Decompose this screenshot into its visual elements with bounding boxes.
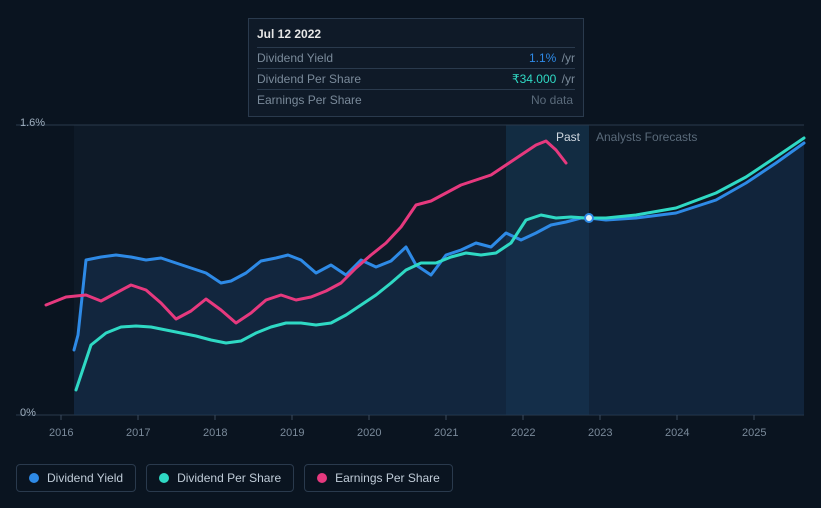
legend-label: Dividend Per Share [177, 471, 281, 485]
region-label-forecast: Analysts Forecasts [596, 130, 697, 144]
x-axis-label: 2024 [665, 427, 689, 439]
tooltip-label: Dividend Yield [257, 51, 333, 65]
legend-label: Dividend Yield [47, 471, 123, 485]
x-axis-label: 2018 [203, 427, 227, 439]
legend-dot-icon [317, 473, 327, 483]
legend-item[interactable]: Dividend Yield [16, 464, 136, 492]
tooltip-value: ₹34.000 /yr [512, 72, 575, 86]
x-axis-label: 2020 [357, 427, 381, 439]
x-axis-label: 2016 [49, 427, 73, 439]
tooltip-row: Dividend Per Share ₹34.000 /yr [257, 68, 575, 89]
x-axis-label: 2023 [588, 427, 612, 439]
x-axis-label: 2021 [434, 427, 458, 439]
x-axis-label: 2025 [742, 427, 766, 439]
tooltip-label: Dividend Per Share [257, 72, 361, 86]
region-label-past: Past [556, 130, 580, 144]
tooltip-value: 1.1% /yr [529, 51, 575, 65]
legend-label: Earnings Per Share [335, 471, 440, 485]
dividend-chart[interactable]: Past Analysts Forecasts 1.6% 0% 2016 2017 20… [16, 105, 806, 445]
legend-dot-icon [29, 473, 39, 483]
x-axis-label: 2019 [280, 427, 304, 439]
chart-legend: Dividend Yield Dividend Per Share Earnings… [16, 464, 453, 492]
y-axis-label: 0% [20, 407, 36, 419]
chart-tooltip: Jul 12 2022 Dividend Yield1.1% /yrDivide… [248, 18, 584, 117]
tooltip-date: Jul 12 2022 [257, 23, 575, 47]
legend-dot-icon [159, 473, 169, 483]
y-axis-label: 1.6% [20, 117, 45, 129]
legend-item[interactable]: Dividend Per Share [146, 464, 294, 492]
x-axis-label: 2017 [126, 427, 150, 439]
x-axis-label: 2022 [511, 427, 535, 439]
tooltip-row: Dividend Yield 1.1% /yr [257, 47, 575, 68]
legend-item[interactable]: Earnings Per Share [304, 464, 453, 492]
